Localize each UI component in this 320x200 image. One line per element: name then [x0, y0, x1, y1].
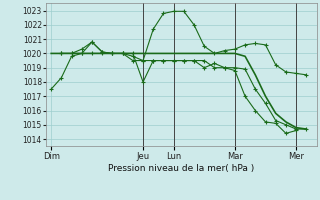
X-axis label: Pression niveau de la mer( hPa ): Pression niveau de la mer( hPa ) — [108, 164, 254, 173]
